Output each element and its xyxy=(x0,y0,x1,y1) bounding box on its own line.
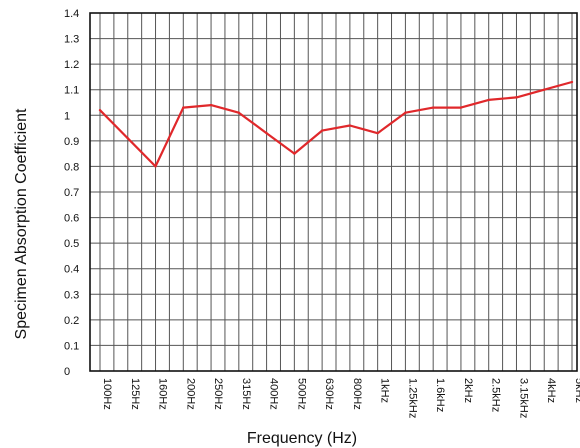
data-point xyxy=(293,152,296,155)
x-tick-label: 125Hz xyxy=(129,378,141,410)
data-point xyxy=(126,137,129,140)
y-tick-label: 0.4 xyxy=(64,264,79,276)
y-tick-label: 0 xyxy=(64,366,70,378)
x-tick-label: 800Hz xyxy=(351,378,363,410)
data-point xyxy=(543,88,546,91)
y-tick-label: 1 xyxy=(64,110,70,122)
x-tick-label: 4kHz xyxy=(545,378,557,403)
x-tick-label: 630Hz xyxy=(323,378,335,410)
grid-layer xyxy=(90,12,577,372)
y-tick-labels: 0 0.1 0.2 0.3 0.4 0.5 0.6 0.7 0.8 0.9 1 1.1 1.2 1.3 1.… xyxy=(64,8,79,378)
data-point xyxy=(265,131,268,135)
y-tick-label: 0.7 xyxy=(64,187,79,199)
data-point xyxy=(404,111,407,114)
x-tick-label: 500Hz xyxy=(295,378,307,410)
plot-frame xyxy=(89,12,578,372)
x-tick-labels: 100Hz 125Hz 160Hz 200Hz 250Hz 315Hz 400Hz 500Hz… xyxy=(101,378,580,418)
data-point xyxy=(320,129,324,132)
data-point xyxy=(487,98,490,102)
x-tick-label: 315Hz xyxy=(240,378,252,410)
y-tick-label: 0.3 xyxy=(64,289,79,301)
y-tick-label: 1.3 xyxy=(64,34,79,46)
y-tick-label: 0.2 xyxy=(64,315,79,327)
x-tick-label: 1.25kHz xyxy=(406,378,418,418)
series-line xyxy=(99,80,573,168)
y-tick-label: 0.8 xyxy=(64,161,79,173)
y-tick-label: 1.2 xyxy=(64,59,79,71)
x-tick-label: 2.5kHz xyxy=(490,378,502,412)
x-tick-label: 100Hz xyxy=(101,378,113,410)
y-tick-label: 0.6 xyxy=(64,213,79,225)
x-tick-label: 200Hz xyxy=(184,378,196,410)
x-tick-label: 5kHz xyxy=(573,378,580,403)
y-tick-label: 0.9 xyxy=(64,136,79,148)
data-point xyxy=(570,80,574,84)
y-tick-label: 0.5 xyxy=(64,238,79,250)
series-layer xyxy=(98,80,574,168)
y-axis-label: Specimen Absorption Coefficient xyxy=(13,108,30,340)
data-point xyxy=(515,96,518,99)
y-tick-label: 1.1 xyxy=(64,85,79,97)
y-tick-label: 0.1 xyxy=(64,340,79,352)
x-tick-label: 250Hz xyxy=(212,378,224,410)
x-tick-label: 1.6kHz xyxy=(434,378,446,412)
data-point xyxy=(376,131,379,135)
data-point xyxy=(237,111,241,114)
data-point xyxy=(154,165,157,168)
data-point xyxy=(182,106,185,109)
data-point xyxy=(348,124,352,127)
data-point xyxy=(98,108,102,112)
data-point xyxy=(209,103,213,107)
y-tick-label: 1.4 xyxy=(64,8,79,20)
x-tick-label: 3.15kHz xyxy=(517,378,529,418)
x-tick-label: 160Hz xyxy=(157,378,169,410)
x-tick-label: 1kHz xyxy=(379,378,391,403)
x-axis-label: Frequency (Hz) xyxy=(247,430,357,447)
x-tick-label: 2kHz xyxy=(462,378,474,403)
x-tick-label: 400Hz xyxy=(268,378,280,410)
data-point xyxy=(459,106,463,109)
data-point xyxy=(431,106,435,109)
